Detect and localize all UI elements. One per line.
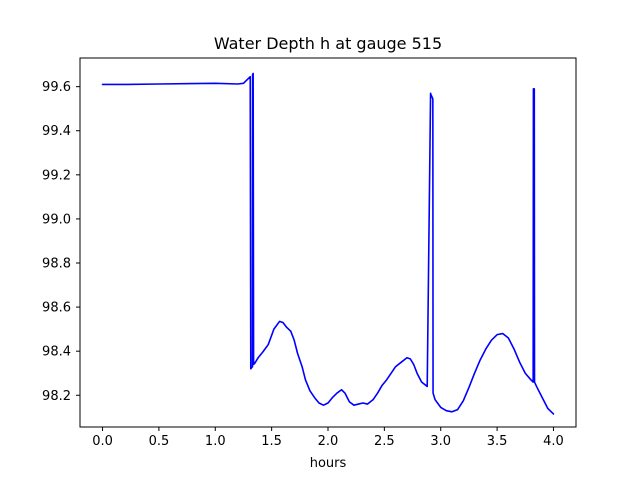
x-axis: 0.0 0.5 1.0 1.5 2.0 2.5 3.0 3.5 4.0 — [92, 427, 564, 449]
x-axis-label: hours — [310, 456, 347, 471]
chart-title: Water Depth h at gauge 515 — [214, 34, 442, 53]
x-tick-label: 2.0 — [318, 434, 339, 449]
x-tick-label: 0.5 — [149, 434, 170, 449]
series-layer — [101, 72, 555, 415]
x-tick-label: 0.0 — [92, 434, 113, 449]
y-tick-label: 98.4 — [42, 345, 71, 360]
x-tick-label: 2.5 — [374, 434, 395, 449]
series-line-1 — [101, 72, 555, 415]
y-tick-label: 98.8 — [42, 257, 71, 272]
y-tick-label: 99.2 — [42, 168, 71, 183]
x-tick-label: 3.5 — [487, 434, 508, 449]
y-tick-label: 99.6 — [42, 80, 71, 95]
y-tick-label: 99.4 — [42, 124, 71, 139]
x-tick-label: 1.0 — [205, 434, 226, 449]
y-tick-label: 99.0 — [42, 212, 71, 227]
y-tick-label: 98.2 — [42, 389, 71, 404]
x-tick-label: 1.5 — [261, 434, 282, 449]
x-tick-label: 3.0 — [430, 434, 451, 449]
x-tick-label: 4.0 — [543, 434, 564, 449]
y-axis: 98.2 98.4 98.6 98.8 99.0 99.2 99.4 99.6 — [42, 80, 80, 404]
y-tick-label: 98.6 — [42, 301, 71, 316]
